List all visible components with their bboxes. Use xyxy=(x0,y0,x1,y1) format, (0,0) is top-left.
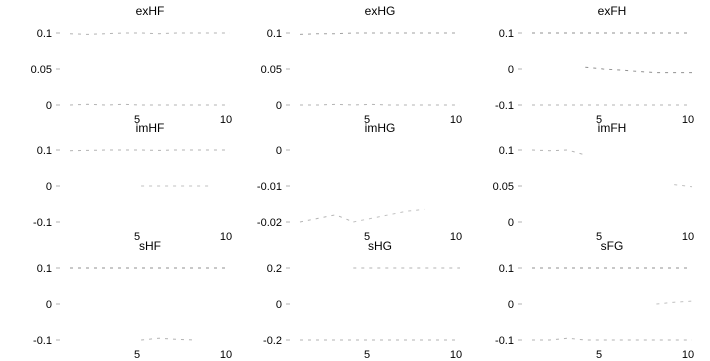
x-tick-label: 5 xyxy=(134,114,140,126)
series-line-3 xyxy=(532,337,692,341)
y-tick-label: 0.05 xyxy=(261,64,282,76)
series-line-2 xyxy=(141,337,195,341)
y-tick-label: -0.1 xyxy=(33,335,52,347)
subplot-title: imHF xyxy=(136,121,165,135)
x-tick-label: 10 xyxy=(220,231,232,243)
subplot-title: imHG xyxy=(365,121,396,135)
x-tick-label: 10 xyxy=(450,231,462,243)
y-tick-label: 0.1 xyxy=(37,28,52,40)
x-tick-label: 5 xyxy=(364,231,370,243)
y-tick-label: -0.1 xyxy=(33,217,52,229)
y-tick-label: -0.01 xyxy=(257,181,282,193)
y-tick-label: 0.1 xyxy=(267,28,282,40)
series-line-2 xyxy=(585,66,692,74)
subplot-exFH: exFH -0.1 0 0.1 5 10 xyxy=(495,4,694,126)
y-tick-label: 0 xyxy=(46,299,52,311)
x-tick-label: 5 xyxy=(134,349,140,361)
y-tick-label: 0.1 xyxy=(499,145,514,157)
x-tick-label: 10 xyxy=(220,349,232,361)
y-tick-label: 0 xyxy=(276,145,282,157)
subplot-title: exFH xyxy=(598,4,627,18)
y-tick-label: 0.05 xyxy=(31,64,52,76)
x-tick-label: 10 xyxy=(682,114,694,126)
subplot-imHG: imHG -0.02 -0.01 0 5 10 xyxy=(257,121,462,243)
x-tick-label: 10 xyxy=(682,231,694,243)
y-tick-label: 0 xyxy=(508,64,514,76)
y-tick-label: 0 xyxy=(276,299,282,311)
x-tick-label: 10 xyxy=(450,349,462,361)
subplot-title: sHF xyxy=(139,239,161,253)
y-tick-label: 0 xyxy=(46,100,52,112)
series-line-1 xyxy=(299,214,354,223)
y-tick-label: 0.2 xyxy=(267,263,282,275)
subplot-title: exHF xyxy=(136,4,165,18)
y-tick-label: -0.1 xyxy=(495,335,514,347)
x-tick-label: 5 xyxy=(364,114,370,126)
x-tick-label: 10 xyxy=(450,114,462,126)
y-tick-label: 0.1 xyxy=(499,28,514,40)
subplot-title: sFG xyxy=(601,239,624,253)
series-line-1 xyxy=(299,32,460,35)
series-line-1 xyxy=(531,149,586,156)
subplot-sHG: sHG -0.2 0 0.2 5 10 xyxy=(263,239,462,361)
subplot-title: sHG xyxy=(368,239,392,253)
x-tick-label: 10 xyxy=(682,349,694,361)
subplot-title: imFH xyxy=(598,121,627,135)
y-tick-label: 0.1 xyxy=(37,145,52,157)
y-tick-label: 0 xyxy=(508,217,514,229)
y-tick-label: 0 xyxy=(276,100,282,112)
y-tick-label: -0.02 xyxy=(257,217,282,229)
y-tick-label: 0.05 xyxy=(493,181,514,193)
y-tick-label: 0 xyxy=(508,299,514,311)
series-line-2 xyxy=(353,208,425,223)
subplot-sFG: sFG -0.1 0 0.1 5 10 xyxy=(495,239,694,361)
x-tick-label: 5 xyxy=(596,114,602,126)
x-tick-label: 5 xyxy=(596,349,602,361)
y-tick-label: -0.1 xyxy=(495,100,514,112)
subplot-imHF: imHF -0.1 0 0.1 5 10 xyxy=(33,121,232,243)
x-tick-label: 5 xyxy=(364,349,370,361)
y-tick-label: -0.2 xyxy=(263,335,282,347)
x-tick-label: 5 xyxy=(596,231,602,243)
x-tick-label: 10 xyxy=(220,114,232,126)
series-line-2 xyxy=(656,300,693,305)
series-line-2 xyxy=(69,103,230,106)
subplot-sHF: sHF -0.1 0 0.1 5 10 xyxy=(33,239,232,361)
y-tick-label: 0 xyxy=(46,181,52,193)
series-line-1 xyxy=(69,32,230,35)
subplot-imFH: imFH 0 0.05 0.1 5 10 xyxy=(493,121,695,243)
y-tick-label: 0.1 xyxy=(499,263,514,275)
subplot-title: exHG xyxy=(365,4,396,18)
series-line-2 xyxy=(300,103,460,106)
series-line-1 xyxy=(69,149,230,152)
subplot-exHF: exHF 0 0.05 0.1 5 10 xyxy=(31,4,233,126)
series-line-2 xyxy=(674,184,693,188)
x-tick-label: 5 xyxy=(134,231,140,243)
y-tick-label: 0.1 xyxy=(37,263,52,275)
subplot-exHG: exHG 0 0.05 0.1 5 10 xyxy=(261,4,463,126)
